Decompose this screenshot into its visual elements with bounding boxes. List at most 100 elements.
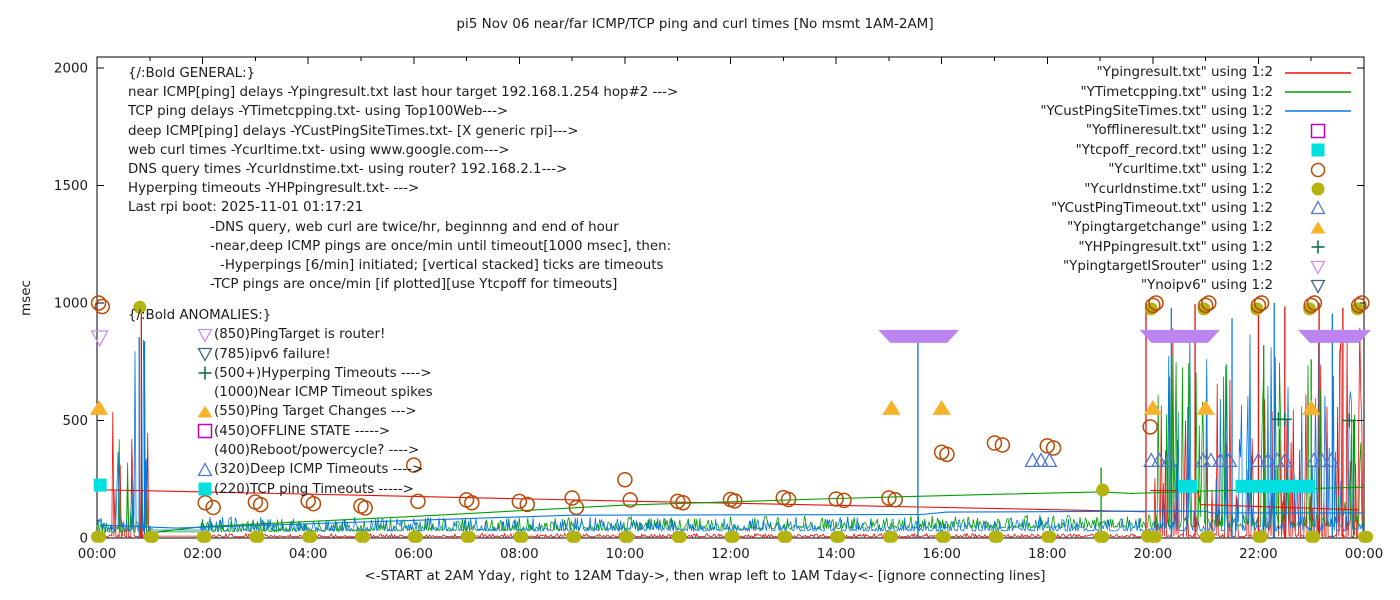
anomaly-marker-tri-down-open — [197, 328, 213, 343]
general-line: near ICMP[ping] delays -Ypingresult.txt … — [128, 85, 679, 101]
x-tick-label: 08:00 — [500, 547, 539, 562]
anomaly-row: (550)Ping Target Changes ---> — [197, 402, 433, 421]
legend-marker-tri-down-open — [1310, 279, 1326, 294]
anomaly-label: (550)Ping Target Changes ---> — [214, 404, 417, 420]
legend-item: "YTimetcpping.txt" using 1:2 — [1040, 82, 1353, 101]
y-axis-label: msec — [18, 280, 34, 316]
x-tick-label: 12:00 — [711, 547, 750, 562]
x-tick-label: 00:00 — [1345, 547, 1384, 562]
general-line: DNS query times -Ycurldnstime.txt- using… — [128, 162, 568, 178]
legend-label: "YHPpingresult.txt" using 1:2 — [1078, 239, 1273, 255]
anomaly-label: (500+)Hyperping Timeouts ----> — [214, 365, 432, 381]
legend-marker-line — [1285, 91, 1351, 93]
legend-item: "YpingtargetISrouter" using 1:2 — [1040, 257, 1353, 276]
anomaly-marker-square-open — [197, 424, 213, 439]
legend-item: "Ypingresult.txt" using 1:2 — [1040, 63, 1353, 82]
x-tick-label: 18:00 — [1028, 547, 1067, 562]
legend-item: "Ycurltime.txt" using 1:2 — [1040, 160, 1353, 179]
legend-label: "Ycurldnstime.txt" using 1:2 — [1084, 181, 1273, 197]
x-tick-label: 20:00 — [1134, 547, 1173, 562]
anomaly-row: (785)ipv6 failure! — [197, 345, 433, 364]
anomaly-label: (850)PingTarget is router! — [214, 327, 386, 343]
legend-marker-tri-up-fill — [1310, 221, 1326, 234]
legend-item: "Ynoipv6" using 1:2 — [1040, 276, 1353, 295]
legend-label: "YTimetcpping.txt" using 1:2 — [1080, 84, 1273, 100]
general-indented-line: -DNS query, web curl are twice/hr, begin… — [210, 219, 619, 235]
legend-label: "Ypingtargetchange" using 1:2 — [1067, 220, 1273, 236]
legend-item: "YHPpingresult.txt" using 1:2 — [1040, 238, 1353, 257]
y-tick-label: 0 — [79, 532, 88, 547]
anomaly-marker-tri-up-fill — [197, 405, 213, 418]
general-line: Last rpi boot: 2025-11-01 01:17:21 — [128, 200, 364, 216]
anomaly-marker-none — [197, 443, 214, 459]
y-tick-label: 500 — [62, 414, 88, 429]
anomaly-label: (785)ipv6 failure! — [214, 346, 331, 362]
anomalies-rows: (850)PingTarget is router! (785)ipv6 fail… — [197, 325, 433, 499]
legend-marker-circle-fill — [1311, 182, 1325, 196]
anomaly-row: (220)TCP ping Timeouts -----> — [197, 480, 433, 499]
general-indented-line: -Hyperpings [6/min] initiated; [vertical… — [220, 258, 664, 274]
legend-item: "Ypingtargetchange" using 1:2 — [1040, 218, 1353, 237]
x-tick-label: 10:00 — [606, 547, 645, 562]
legend-marker-line — [1285, 71, 1351, 74]
x-axis-label: <-START at 2AM Yday, right to 12AM Tday-… — [364, 568, 1046, 584]
anomaly-marker-none — [197, 385, 214, 401]
x-tick-label: 00:00 — [78, 547, 117, 562]
y-tick-label: 1500 — [54, 179, 88, 194]
legend-item: "YCustPingSiteTimes.txt" using 1:2 — [1040, 102, 1353, 121]
legend-label: "Ytcpoff_record.txt" using 1:2 — [1075, 142, 1273, 158]
anomaly-row: (1000)Near ICMP Timeout spikes — [197, 383, 433, 402]
anomaly-row: (500+)Hyperping Timeouts ----> — [197, 364, 433, 383]
legend-label: "YCustPingTimeout.txt" using 1:2 — [1051, 200, 1273, 216]
anomaly-row: (450)OFFLINE STATE -----> — [197, 422, 433, 441]
y-tick-label: 1000 — [54, 297, 88, 312]
legend-label: "Yofflineresult.txt" using 1:2 — [1085, 123, 1273, 139]
legend-item: "Ycurldnstime.txt" using 1:2 — [1040, 179, 1353, 198]
legend-item: "YCustPingTimeout.txt" using 1:2 — [1040, 199, 1353, 218]
anomaly-marker-tri-up-open — [197, 462, 213, 477]
anomaly-row: (320)Deep ICMP Timeouts ----> — [197, 460, 433, 479]
general-indented-line: -TCP pings are once/min [if plotted][use… — [210, 277, 618, 293]
chart-title: pi5 Nov 06 near/far ICMP/TCP ping and cu… — [456, 16, 934, 32]
general-notes: {/:Bold GENERAL:} near ICMP[ping] delays … — [128, 64, 678, 294]
anomaly-row: (400)Reboot/powercycle? ----> — [197, 441, 433, 460]
legend-marker-line — [1285, 110, 1351, 113]
legend-item: "Ytcpoff_record.txt" using 1:2 — [1040, 141, 1353, 160]
legend-label: "Ynoipv6" using 1:2 — [1140, 278, 1273, 294]
general-line: Hyperping timeouts -YHPpingresult.txt- -… — [128, 181, 420, 197]
anomalies-notes: {/:Bold ANOMALIES:} (850)PingTarget is ro… — [128, 306, 433, 499]
general-indented-line: -near,deep ICMP pings are once/min until… — [210, 238, 672, 254]
anomaly-label: (400)Reboot/powercycle? ----> — [214, 443, 420, 459]
anomaly-row: (850)PingTarget is router! — [197, 325, 433, 344]
anomaly-label: (1000)Near ICMP Timeout spikes — [214, 385, 433, 401]
x-tick-label: 22:00 — [1239, 547, 1278, 562]
legend-label: "Ycurltime.txt" using 1:2 — [1108, 162, 1273, 178]
anomaly-label: (220)TCP ping Timeouts -----> — [214, 481, 414, 497]
legend-marker-tri-down-open — [1310, 260, 1326, 275]
legend-item: "Yofflineresult.txt" using 1:2 — [1040, 121, 1353, 140]
x-tick-label: 06:00 — [394, 547, 433, 562]
legend: "Ypingresult.txt" using 1:2 "YTimetcpping… — [1040, 63, 1353, 296]
anomaly-label: (450)OFFLINE STATE -----> — [214, 423, 391, 439]
x-tick-label: 02:00 — [183, 547, 222, 562]
legend-marker-square-fill — [1311, 143, 1325, 157]
general-heading: {/:Bold GENERAL:} — [128, 66, 256, 81]
anomaly-marker-tri-down-open — [197, 347, 213, 363]
x-tick-label: 16:00 — [922, 547, 961, 562]
x-tick-label: 04:00 — [289, 547, 328, 562]
y-tick-label: 2000 — [54, 62, 88, 77]
legend-label: "YCustPingSiteTimes.txt" using 1:2 — [1040, 103, 1273, 119]
legend-marker-square-open — [1310, 123, 1326, 139]
legend-marker-circle-open — [1310, 162, 1326, 177]
legend-marker-tri-up-open — [1310, 200, 1326, 215]
anomaly-label: (320)Deep ICMP Timeouts ----> — [214, 462, 424, 478]
anomaly-marker-plus — [198, 366, 212, 380]
legend-marker-plus — [1311, 240, 1325, 254]
x-tick-label: 14:00 — [817, 547, 856, 562]
anomaly-marker-square-fill — [198, 482, 212, 496]
general-line: TCP ping delays -YTimetcpping.txt- using… — [128, 104, 509, 120]
legend-label: "Ypingresult.txt" using 1:2 — [1096, 65, 1273, 81]
legend-label: "YpingtargetISrouter" using 1:2 — [1063, 259, 1273, 275]
general-line: deep ICMP[ping] delays -YCustPingSiteTim… — [128, 123, 579, 139]
